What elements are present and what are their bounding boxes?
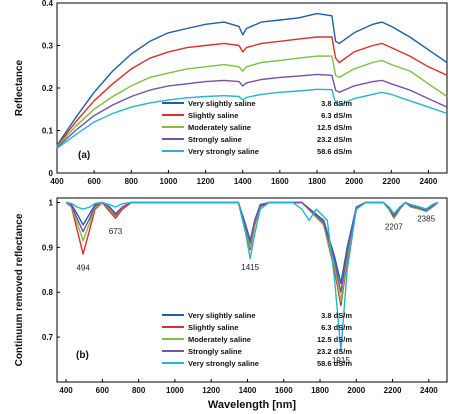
- a-legend-value-2: 12.5 dS/m: [317, 123, 352, 132]
- b-ytick-label: 0.9: [42, 243, 54, 252]
- panel-b-legend: Very slightly saline 3.8 dS/m Slightly sal…: [162, 311, 352, 368]
- b-legend-value-0: 3.8 dS/m: [321, 311, 352, 320]
- b-ytick-label: 1: [49, 198, 54, 207]
- a-series-line-4: [56, 88, 448, 149]
- a-xtick-label: 1800: [308, 177, 326, 186]
- a-xtick-label: 1200: [197, 177, 215, 186]
- a-legend-name-0: Very slightly saline: [188, 99, 256, 108]
- panel-b: 400 600 800 1000 1200 1400 1600 1800 2000 2200 240…: [14, 197, 448, 411]
- b-legend-name-2: Moderately saline: [188, 335, 251, 344]
- a-xtick-label: 1600: [271, 177, 289, 186]
- b-annotation-1: 673: [109, 227, 123, 236]
- a-xtick-label: 600: [87, 177, 101, 186]
- panel-a-legend: Very slightly saline 3.8 dS/m Slightly sal…: [162, 99, 352, 156]
- a-legend-value-0: 3.8 dS/m: [321, 99, 352, 108]
- b-xtick-label: 800: [132, 386, 146, 395]
- a-legend-value-4: 58.6 dS/m: [317, 147, 352, 156]
- a-series-line-3: [56, 73, 448, 149]
- b-xtick-label: 600: [96, 386, 110, 395]
- a-ytick-label: 0: [49, 169, 54, 178]
- panel-b-label: (b): [76, 350, 89, 361]
- a-series-line-2: [56, 55, 448, 148]
- b-ytick-label: 0.7: [42, 333, 54, 342]
- a-legend-name-3: Strongly saline: [188, 135, 242, 144]
- b-legend-name-1: Slightly saline: [188, 323, 238, 332]
- b-annotation-3: 1915: [332, 356, 350, 365]
- a-ytick-label: 0.3: [42, 42, 54, 51]
- a-legend-name-2: Moderately saline: [188, 123, 251, 132]
- a-xtick-label: 2400: [420, 177, 438, 186]
- b-xtick-label: 1600: [275, 386, 293, 395]
- b-series-line-4: [65, 201, 439, 352]
- b-xtick-label: 2400: [420, 386, 438, 395]
- b-xtick-label: 1200: [202, 386, 220, 395]
- b-legend-value-4: 58.6 dS/m: [317, 359, 352, 368]
- a-series-line-0: [56, 12, 448, 146]
- b-xtick-label: 400: [59, 386, 73, 395]
- a-legend-name-1: Slightly saline: [188, 111, 238, 120]
- b-series-line-1: [65, 201, 439, 307]
- a-legend-value-3: 23.2 dS/m: [317, 135, 352, 144]
- b-legend-name-0: Very slightly saline: [188, 311, 256, 320]
- b-annotation-4: 2207: [385, 222, 403, 231]
- a-xtick-label: 1400: [234, 177, 252, 186]
- panel-b-xlabel: Wavelength [nm]: [208, 399, 297, 411]
- b-legend-value-2: 12.5 dS/m: [317, 335, 352, 344]
- panel-a: 400 600 800 1000 1200 1400 1600 1800 2000 2200 240…: [14, 0, 448, 186]
- b-legend-name-4: Very strongly saline: [188, 359, 259, 368]
- b-annotation-2: 1415: [241, 263, 259, 272]
- b-legend-name-3: Strongly saline: [188, 347, 242, 356]
- a-ytick-label: 0.1: [42, 127, 54, 136]
- b-ytick-label: 0.8: [42, 288, 54, 297]
- panel-b-ylabel: Continuum removed reflectance: [14, 213, 25, 366]
- panel-a-label: (a): [78, 150, 90, 161]
- a-legend-name-4: Very strongly saline: [188, 147, 259, 156]
- a-xtick-label: 400: [50, 177, 64, 186]
- panel-b-frame: [56, 197, 448, 383]
- a-legend-value-1: 6.3 dS/m: [321, 111, 352, 120]
- a-ytick-label: 0.4: [42, 0, 54, 8]
- b-xtick-label: 1000: [166, 386, 184, 395]
- a-xtick-label: 1000: [160, 177, 178, 186]
- panel-a-ylabel: Reflectance: [14, 59, 25, 116]
- a-series-line-1: [56, 36, 448, 147]
- b-xtick-label: 1800: [311, 386, 329, 395]
- b-annotation-5: 2385: [417, 214, 435, 223]
- b-legend-value-1: 6.3 dS/m: [321, 323, 352, 332]
- a-xtick-label: 800: [125, 177, 139, 186]
- b-xtick-label: 2000: [347, 386, 365, 395]
- a-xtick-label: 2200: [382, 177, 400, 186]
- b-annotation-0: 494: [76, 264, 90, 273]
- b-legend-value-3: 23.2 dS/m: [317, 347, 352, 356]
- a-ytick-label: 0.2: [42, 84, 54, 93]
- a-xtick-label: 2000: [345, 177, 363, 186]
- b-xtick-label: 1400: [239, 386, 257, 395]
- b-xtick-label: 2200: [384, 386, 402, 395]
